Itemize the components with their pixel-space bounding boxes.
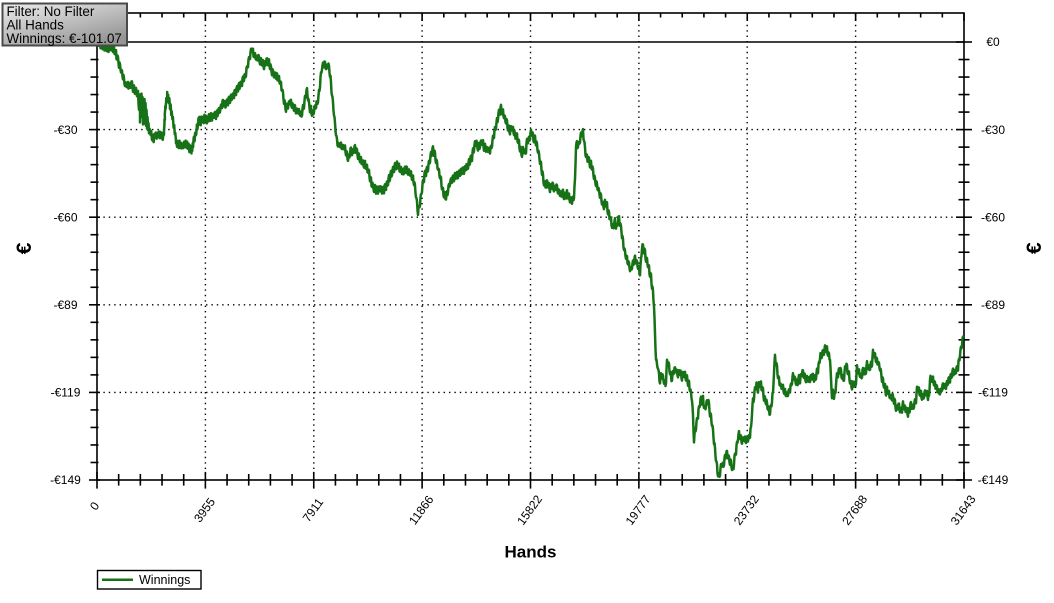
svg-text:Winnings: Winnings <box>139 573 190 587</box>
svg-text:€: € <box>13 242 36 254</box>
svg-text:-€149: -€149 <box>978 473 1009 487</box>
svg-text:-€149: -€149 <box>50 473 81 487</box>
svg-text:-€30: -€30 <box>981 123 1005 137</box>
svg-text:-€30: -€30 <box>53 123 77 137</box>
svg-text:Winnings: €-101.07: Winnings: €-101.07 <box>7 31 122 46</box>
svg-text:-€119: -€119 <box>978 386 1008 400</box>
svg-text:-€89: -€89 <box>981 298 1005 312</box>
svg-text:-€119: -€119 <box>51 386 81 400</box>
svg-text:-€60: -€60 <box>53 210 77 224</box>
svg-text:-€60: -€60 <box>981 210 1005 224</box>
svg-text:Hands: Hands <box>505 543 557 562</box>
svg-text:-€89: -€89 <box>53 298 77 312</box>
svg-text:All Hands: All Hands <box>7 18 65 33</box>
svg-text:€0: €0 <box>986 35 1000 49</box>
svg-text:Filter: No Filter: Filter: No Filter <box>7 4 95 19</box>
svg-text:€: € <box>1023 242 1046 254</box>
